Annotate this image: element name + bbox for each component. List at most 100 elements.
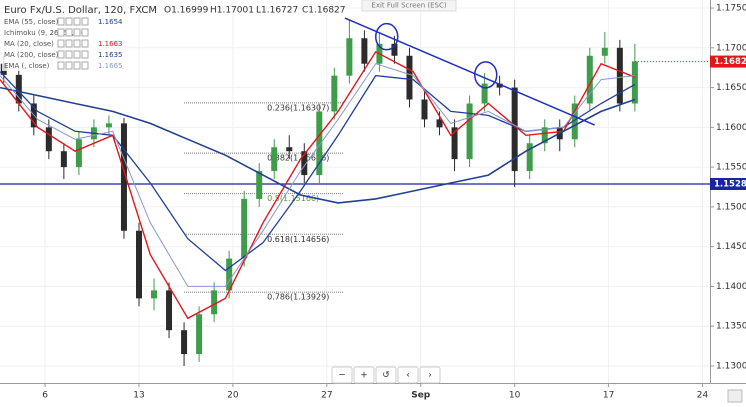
legend-button[interactable]: [81, 17, 89, 26]
legend-button[interactable]: [65, 61, 73, 70]
zoom-out-icon: −: [338, 371, 346, 381]
x-tick-label: 20: [227, 391, 239, 401]
candle-body: [481, 83, 488, 104]
y-tick-label: 1.17500: [716, 4, 746, 14]
candle-body: [151, 290, 158, 299]
x-tick-label: 27: [321, 391, 332, 401]
candle-body: [466, 103, 473, 160]
y-tick-label: 1.16500: [716, 83, 746, 93]
legend-bg: [2, 27, 102, 38]
candle-body: [271, 147, 278, 172]
candle-body: [541, 127, 548, 144]
fib-label: 0.236(1.16307): [267, 103, 329, 112]
x-tick-label: 24: [697, 391, 709, 401]
ohlc-label: H1.17001: [210, 6, 254, 16]
fib-label: 0.618(1.14656): [267, 235, 329, 244]
fib-label: 0.382(1.15676): [267, 154, 329, 163]
legend-name: MA (20, close): [4, 40, 54, 48]
legend-button[interactable]: [81, 61, 89, 70]
candle-body: [391, 43, 398, 56]
last-price-label: 1.16827: [714, 57, 746, 67]
legend-button[interactable]: [57, 28, 65, 37]
legend-button[interactable]: [57, 50, 65, 59]
candle-body: [211, 290, 218, 315]
legend-name: MA (200, close): [4, 51, 59, 59]
scroll-right-icon: ›: [428, 371, 432, 381]
legend-value: 1.1635: [98, 51, 123, 59]
y-tick-label: 1.17000: [716, 43, 746, 53]
overlay: [344, 17, 710, 126]
reset-button[interactable]: [375, 366, 397, 384]
candle-body: [166, 290, 173, 331]
symbol-title: Euro Fx/U.S. Dollar, 120, FXCM: [4, 5, 157, 16]
candle-body: [241, 198, 248, 259]
legend-name: EMA (55, close): [4, 18, 59, 26]
legend-button[interactable]: [73, 39, 81, 48]
candle-body: [181, 330, 188, 355]
x-tick-label: Sep: [411, 391, 431, 401]
scroll-left-icon: ‹: [406, 371, 410, 381]
legend-button[interactable]: [81, 50, 89, 59]
legend-button[interactable]: [73, 50, 81, 59]
candle-body: [451, 127, 458, 160]
legend-bg: [2, 38, 102, 49]
ohlc-label: L1.16727: [256, 6, 298, 16]
legend-button[interactable]: [57, 17, 65, 26]
candle-body: [15, 74, 22, 104]
x-tick-label: 10: [509, 391, 521, 401]
scroll-right-button[interactable]: [419, 366, 441, 384]
legend-button[interactable]: [65, 50, 73, 59]
y-tick-label: 1.13500: [716, 322, 746, 332]
candle-body: [120, 123, 127, 231]
y-tick-label: 1.13000: [716, 361, 746, 371]
legend-button[interactable]: [65, 28, 73, 37]
trendline: [344, 17, 595, 126]
candle-body: [601, 47, 608, 56]
legend-button[interactable]: [65, 17, 73, 26]
x-tick-label: 17: [603, 391, 614, 401]
legend-button[interactable]: [65, 39, 73, 48]
candle-body: [436, 119, 443, 128]
highlight-circle: [473, 61, 498, 89]
candle-body: [346, 38, 353, 76]
candle-body: [331, 75, 338, 112]
y-tick-label: 1.15500: [716, 163, 746, 173]
legend-button[interactable]: [73, 28, 81, 37]
legend-name: Ichimoku (9, 26, 52, 26): [4, 29, 88, 37]
y-tick-label: 1.14000: [716, 282, 746, 292]
candle-body: [286, 147, 293, 152]
indicator-line: [0, 86, 636, 204]
last-price-box: [710, 55, 746, 68]
candle-body: [616, 47, 623, 104]
scroll-left-button[interactable]: [397, 366, 419, 384]
exit-fullscreen[interactable]: [361, 0, 457, 12]
plot-area: 0.236(1.16307) 0.382(1.15676) 0.5(1.15166)…: [0, 0, 710, 383]
candle-body: [45, 127, 52, 152]
candle-body: [60, 151, 67, 168]
candle-body: [316, 111, 323, 176]
legend-button[interactable]: [73, 61, 81, 70]
candle-body: [496, 83, 503, 88]
exit-fullscreen-label[interactable]: Exit Full Screen (ESC): [371, 2, 446, 10]
zoom-in-button[interactable]: [353, 366, 375, 384]
legend-button[interactable]: [57, 61, 65, 70]
support-box: [710, 177, 746, 190]
reset-icon: ↺: [382, 371, 390, 381]
legend-bg: [2, 16, 102, 27]
legend-bg: [2, 49, 102, 60]
legend-button[interactable]: [57, 39, 65, 48]
x-tick-label: 13: [133, 391, 144, 401]
candle-body: [105, 123, 112, 128]
legend-button[interactable]: [81, 39, 89, 48]
candle-body: [421, 99, 428, 120]
candle-body: [526, 143, 533, 172]
support-label: 1.15288: [714, 179, 746, 189]
settings-button[interactable]: [727, 389, 743, 403]
candle-body: [631, 61, 638, 104]
zoom-out-button[interactable]: [331, 366, 353, 384]
candle-body: [226, 258, 233, 291]
legend-button[interactable]: [73, 17, 81, 26]
candle-body: [361, 38, 368, 64]
legend-button[interactable]: [81, 28, 89, 37]
